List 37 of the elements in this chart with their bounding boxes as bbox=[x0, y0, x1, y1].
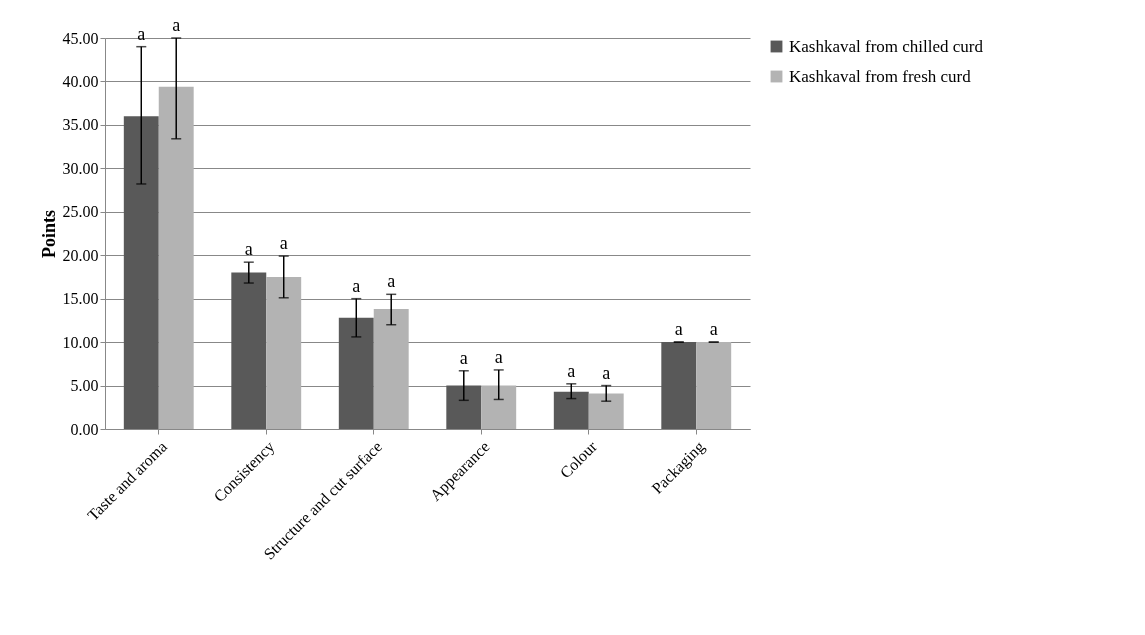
bar bbox=[231, 272, 267, 429]
annotation: a bbox=[459, 347, 468, 368]
annotation: a bbox=[709, 319, 718, 340]
bar bbox=[588, 393, 624, 429]
annotation: a bbox=[387, 271, 396, 292]
y-tick-label: 25.00 bbox=[62, 203, 99, 221]
y-tick-label: 45.00 bbox=[62, 29, 99, 47]
bar bbox=[553, 391, 589, 429]
bar bbox=[266, 276, 302, 429]
y-tick-label: 20.00 bbox=[62, 246, 99, 264]
y-tick-label: 35.00 bbox=[62, 116, 99, 134]
annotation: a bbox=[602, 362, 611, 383]
y-tick-label: 5.00 bbox=[70, 377, 99, 395]
legend-label: Kashkaval from fresh curd bbox=[789, 66, 972, 86]
annotation: a bbox=[674, 319, 683, 340]
legend-label: Kashkaval from chilled curd bbox=[789, 36, 984, 56]
bar bbox=[158, 86, 194, 429]
annotation: a bbox=[494, 346, 503, 367]
text: a bbox=[172, 15, 181, 35]
annotation: a bbox=[352, 275, 361, 296]
bar bbox=[661, 342, 697, 429]
bar bbox=[373, 309, 409, 429]
bar bbox=[696, 342, 732, 429]
y-tick-label: 40.00 bbox=[62, 72, 99, 90]
annotation: a bbox=[279, 233, 288, 254]
y-tick-label: 10.00 bbox=[62, 333, 99, 351]
bar bbox=[481, 385, 517, 429]
annotation: a bbox=[244, 239, 253, 260]
bar bbox=[338, 317, 374, 429]
annotation: a bbox=[137, 23, 146, 44]
bar bbox=[446, 385, 482, 429]
y-tick-label: 30.00 bbox=[62, 159, 99, 177]
y-tick-label: 15.00 bbox=[62, 290, 99, 308]
y-axis-title: Points bbox=[38, 209, 59, 259]
annotation: a bbox=[567, 360, 576, 381]
bar bbox=[123, 116, 159, 429]
y-tick-label: 0.00 bbox=[70, 420, 99, 438]
